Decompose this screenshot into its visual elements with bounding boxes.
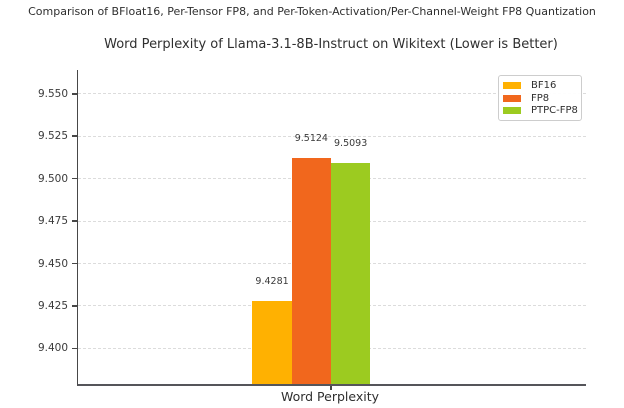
y-tick-label: 9.450 [37,257,68,270]
legend-swatch-bf16 [503,82,521,89]
legend-swatch-fp8 [503,94,521,102]
legend-label-bf16: BF16 [531,80,557,91]
bar-fp8 [291,157,331,384]
y-tick-mark [72,93,78,95]
legend-swatch-ptpc-fp8 [503,107,521,114]
bar-value-label-ptpc-fp8: 9.5093 [334,137,368,149]
y-tick-label: 9.400 [37,342,68,355]
y-tick-label: 9.475 [37,215,68,228]
x-axis-label: Word Perplexity [280,389,380,404]
bar-bf16 [252,300,292,384]
y-tick-mark [72,220,78,222]
bar-value-label-bf16: 9.4281 [255,275,289,287]
y-tick-mark [72,305,78,307]
y-tick-label: 9.500 [37,172,68,185]
y-tick-mark [72,262,78,265]
y-tick-label: 9.425 [37,299,68,312]
legend-item-bf16: BF16 [503,80,576,91]
gridline [78,93,586,95]
chart-title: Word Perplexity of Llama-3.1-8B-Instruct… [104,37,558,52]
plot-area: 9.400 9.425 9.450 9.475 9.500 9.525 9.550 9.42… [38,70,586,390]
bar-value-label-fp8: 9.5124 [294,132,328,144]
gridline [78,135,586,137]
bar-ptpc-fp8 [331,162,371,384]
legend: BF16 FP8 PTPC-FP8 [498,75,582,121]
legend-label-fp8: FP8 [531,92,550,104]
x-tick-mark [330,386,332,390]
y-tick-mark [72,177,78,180]
figure-suptitle: Comparison of BFloat16, Per-Tensor FP8, … [28,5,596,18]
legend-item-ptpc-fp8: PTPC-FP8 [503,105,578,116]
y-tick-label: 9.550 [37,87,68,100]
y-tick-mark [72,135,78,137]
legend-label-ptpc-fp8: PTPC-FP8 [531,105,578,116]
y-tick-mark [72,347,78,350]
legend-item-fp8: FP8 [503,93,576,104]
y-tick-label: 9.525 [37,130,68,143]
